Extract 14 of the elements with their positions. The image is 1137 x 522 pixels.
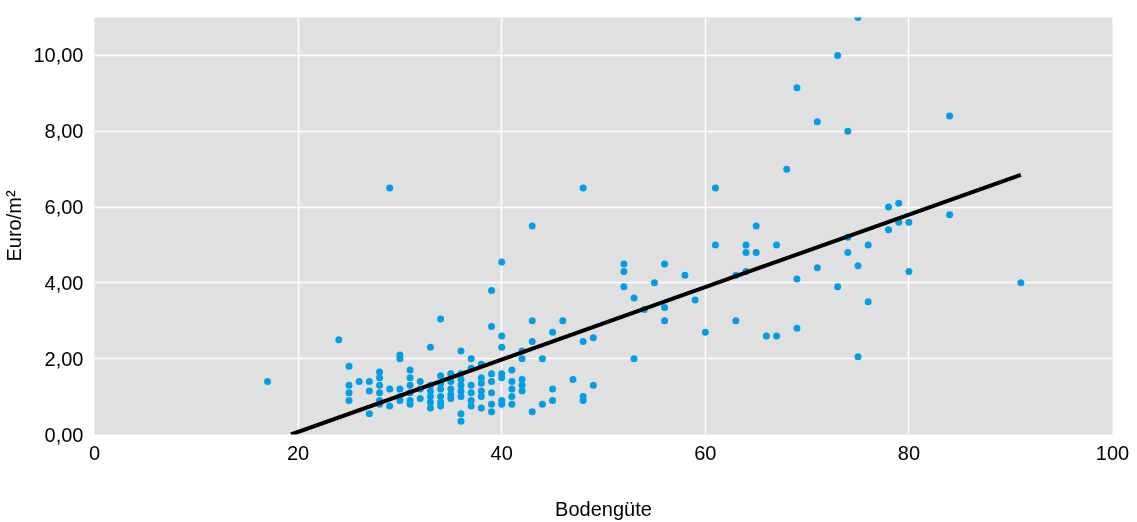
x-tick-label: 0	[88, 441, 101, 464]
x-axis-title: Bodengüte	[555, 497, 652, 520]
y-tick-label: 0,00	[44, 423, 84, 446]
x-tick-label: 60	[694, 441, 717, 464]
x-tick-label: 80	[897, 441, 921, 464]
y-tick-label: 4,00	[44, 271, 84, 294]
x-tick-label: 40	[490, 441, 513, 464]
x-tick-label: 20	[286, 441, 310, 464]
x-tick-label: 100	[1095, 441, 1130, 464]
y-tick-label: 6,00	[44, 196, 84, 219]
y-tick-label: 2,00	[44, 347, 84, 370]
y-tick-label: 10,00	[33, 44, 84, 67]
y-tick-label: 8,00	[44, 120, 84, 143]
y-axis-title: Euro/m²	[3, 190, 26, 262]
